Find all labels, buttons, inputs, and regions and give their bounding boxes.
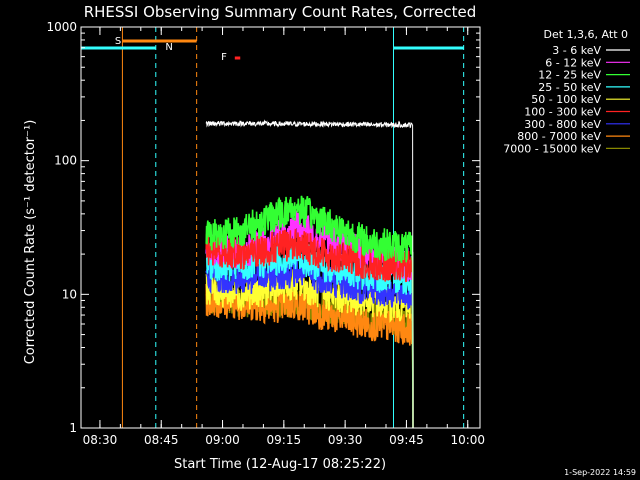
- legend-label: 6 - 12 keV: [545, 56, 601, 69]
- chart-title: RHESSI Observing Summary Count Rates, Co…: [84, 3, 477, 21]
- legend-label: 12 - 25 keV: [538, 69, 601, 82]
- series-line-0: [205, 119, 414, 429]
- y-tick-label: 1000: [46, 20, 77, 34]
- axis-ticks: 08:30 08:45 09:00 09:15 09:30 09:45 10:00 1 10 10…: [46, 20, 485, 447]
- legend-label: 800 - 7000 keV: [517, 130, 601, 143]
- footer-timestamp: 1-Sep-2022 14:59: [564, 468, 636, 477]
- plot-area: S N F: [80, 27, 465, 429]
- series-line-2: [205, 195, 414, 429]
- annotation-f: F: [221, 52, 227, 63]
- legend-label: 3 - 6 keV: [552, 44, 601, 57]
- x-axis-label: Start Time (12-Aug-17 08:25:22): [174, 457, 386, 472]
- x-tick-label: 08:30: [83, 433, 118, 447]
- plot-frame: [80, 26, 481, 429]
- x-tick-label: 10:00: [450, 433, 485, 447]
- y-tick-label: 100: [54, 154, 77, 168]
- annotation-n: N: [165, 42, 172, 53]
- x-tick-label: 09:15: [267, 433, 302, 447]
- y-tick-label: 10: [62, 287, 77, 301]
- x-tick-label: 09:00: [205, 433, 240, 447]
- legend-label: 50 - 100 keV: [531, 93, 601, 106]
- x-tick-label: 09:30: [328, 433, 363, 447]
- annotation-s: S: [115, 36, 121, 47]
- legend-label: 100 - 300 keV: [524, 106, 601, 119]
- x-tick-label: 08:45: [144, 433, 179, 447]
- legend-title: Det 1,3,6, Att 0: [544, 28, 628, 41]
- legend-label: 25 - 50 keV: [538, 81, 601, 94]
- legend-label: 300 - 800 keV: [524, 118, 601, 131]
- x-tick-label: 09:45: [389, 433, 424, 447]
- y-tick-label: 1: [69, 421, 77, 435]
- legend-label: 7000 - 15000 keV: [503, 142, 601, 155]
- y-axis-label: Corrected Count Rate (s⁻¹ detector⁻¹): [23, 120, 38, 365]
